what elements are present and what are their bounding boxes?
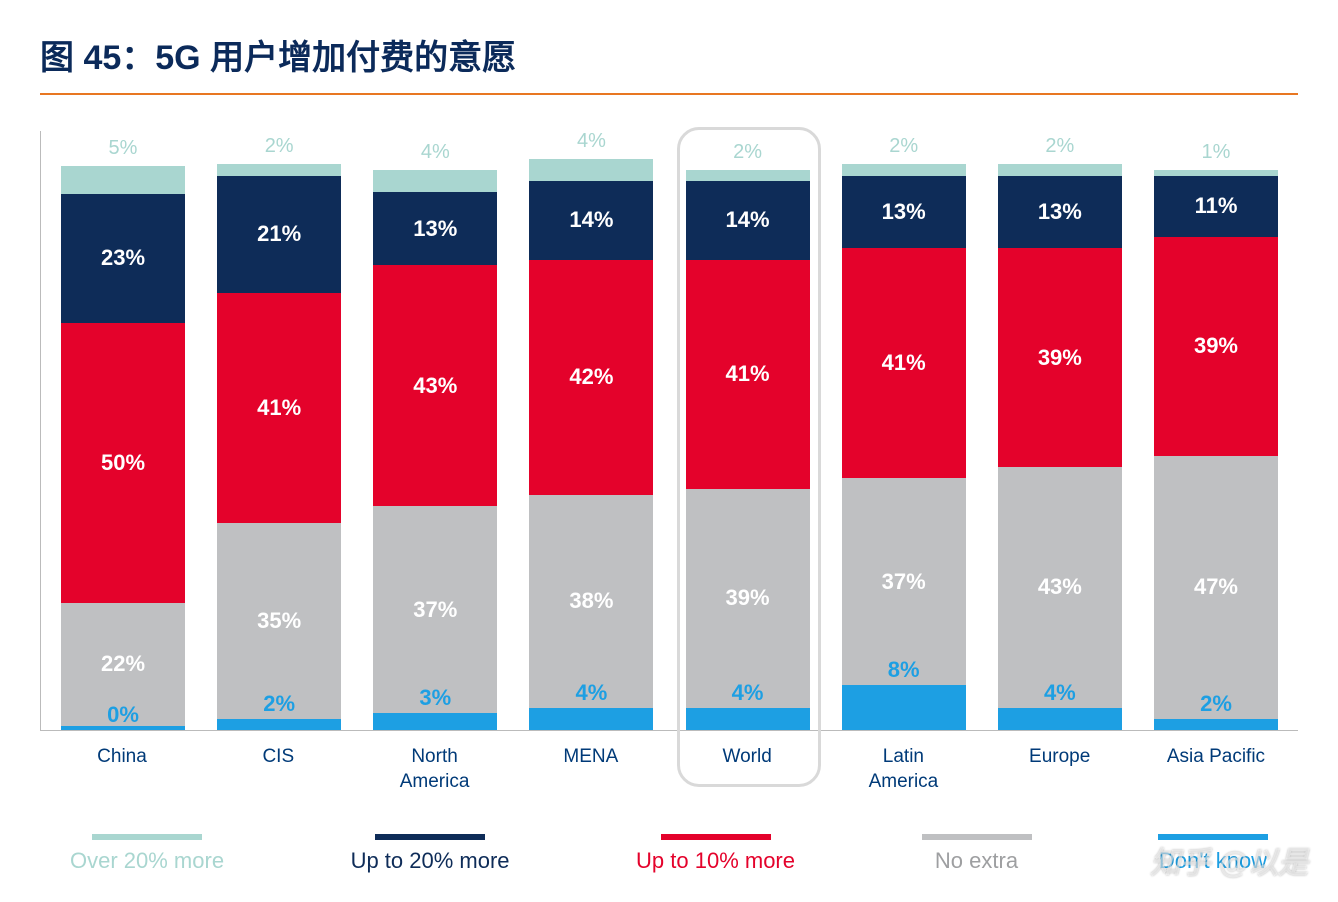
bar-segment-dontknow: 2% — [217, 719, 341, 730]
x-axis-label: World — [685, 745, 809, 794]
bar-segment-label: 3% — [373, 685, 497, 711]
bar-segment-upto20: 11% — [1154, 176, 1278, 238]
bar-column: 2% 13%39%43%4% — [998, 135, 1122, 730]
bar-column: 5% 23%50%22%0% — [61, 137, 185, 730]
bar-segment-over20 — [529, 159, 653, 181]
bar-segment-upto20: 13% — [842, 176, 966, 249]
title-rule — [40, 93, 1298, 95]
bar-segment-noextra: 47% — [1154, 456, 1278, 719]
legend-swatch — [375, 834, 485, 840]
bar-segment-over20 — [998, 164, 1122, 175]
legend-item-noextra: No extra — [922, 834, 1032, 874]
bar-segment-upto10: 39% — [998, 248, 1122, 466]
legend-label: Don't know — [1159, 848, 1267, 874]
bar-segment-label: 4% — [529, 680, 653, 706]
legend-label: Up to 10% more — [636, 848, 795, 874]
bar-segment-upto10: 39% — [1154, 237, 1278, 455]
bar-segment-noextra: 37% — [842, 478, 966, 685]
bar-column: 2% 14%41%39%4% — [686, 141, 810, 730]
bar-segment-label: 2% — [1154, 691, 1278, 717]
bar-segment-dontknow: 4% — [529, 708, 653, 730]
bar-stack: 21%41%35%2% — [217, 164, 341, 730]
bar-segment-over20 — [686, 170, 810, 181]
bar-stack: 11%39%47%2% — [1154, 170, 1278, 730]
legend-swatch — [661, 834, 771, 840]
legend-item-upto20: Up to 20% more — [351, 834, 510, 874]
x-axis-label: CIS — [216, 745, 340, 794]
bar-segment-noextra: 35% — [217, 523, 341, 719]
bar-stack: 13%41%37%8% — [842, 164, 966, 730]
bar-segment-noextra: 43% — [998, 467, 1122, 708]
bar-segment-upto10: 41% — [217, 293, 341, 523]
bar-segment-label: 4% — [686, 680, 810, 706]
bar-segment-label: 4% — [998, 680, 1122, 706]
legend-swatch — [922, 834, 1032, 840]
bar-stack: 14%41%39%4% — [686, 170, 810, 730]
legend-label: No extra — [935, 848, 1018, 874]
legend-swatch — [1158, 834, 1268, 840]
bar-top-label: 4% — [577, 130, 606, 153]
bar-top-label: 2% — [889, 135, 918, 158]
bar-top-label: 2% — [265, 135, 294, 158]
bar-column: 4% 13%43%37%3% — [373, 141, 497, 730]
legend-label: Up to 20% more — [351, 848, 510, 874]
x-axis-label: LatinAmerica — [841, 745, 965, 794]
stacked-bar-chart: 5%23%50%22%0%2%21%41%35%2%4%13%43%37%3%4… — [40, 131, 1298, 731]
x-axis-label: Asia Pacific — [1154, 745, 1278, 794]
bar-segment-upto10: 43% — [373, 265, 497, 506]
bar-segment-label: 8% — [842, 657, 966, 683]
bar-segment-over20 — [61, 166, 185, 194]
bar-segment-dontknow: 3% — [373, 713, 497, 730]
chart-title: 图 45：5G 用户增加付费的意愿 — [40, 30, 1298, 79]
bar-segment-noextra: 37% — [373, 506, 497, 713]
bar-segment-dontknow: 4% — [686, 708, 810, 730]
bar-segment-upto20: 23% — [61, 194, 185, 323]
bar-stack: 13%39%43%4% — [998, 164, 1122, 730]
bar-segment-upto20: 14% — [529, 181, 653, 259]
x-axis-label: NorthAmerica — [373, 745, 497, 794]
bar-column: 2%21%41%35%2% — [217, 135, 341, 730]
bar-segment-label: 0% — [61, 702, 185, 728]
bar-segment-dontknow: 4% — [998, 708, 1122, 730]
bar-segment-over20 — [842, 164, 966, 175]
bar-segment-noextra: 38% — [529, 495, 653, 708]
x-axis-label: Europe — [998, 745, 1122, 794]
bar-segment-upto10: 41% — [842, 248, 966, 478]
bar-column: 4%14%42%38%4% — [529, 130, 653, 730]
legend-swatch — [92, 834, 202, 840]
x-axis-labels: China CIS NorthAmerica MENA World LatinAmeric… — [40, 731, 1298, 794]
bar-top-label: 5% — [109, 137, 138, 160]
bar-segment-noextra: 39% — [686, 489, 810, 707]
bar-segment-upto20: 21% — [217, 176, 341, 294]
bar-segment-upto20: 14% — [686, 181, 810, 259]
bar-segment-upto20: 13% — [998, 176, 1122, 249]
bar-segment-upto10: 42% — [529, 260, 653, 495]
bar-stack: 14%42%38%4% — [529, 159, 653, 730]
legend-item-dontknow: Don't know — [1158, 834, 1268, 874]
bar-segment-over20 — [217, 164, 341, 175]
legend-item-over20: Over 20% more — [70, 834, 224, 874]
bar-segment-upto10: 50% — [61, 323, 185, 603]
bar-segment-dontknow: 8% — [842, 685, 966, 730]
bar-top-label: 1% — [1202, 141, 1231, 164]
bar-segment-dontknow: 2% — [1154, 719, 1278, 730]
bar-top-label: 2% — [1045, 135, 1074, 158]
bar-segment-over20 — [373, 170, 497, 192]
bar-stack: 13%43%37%3% — [373, 170, 497, 730]
bar-segment-label: 2% — [217, 691, 341, 717]
bar-stack: 23%50%22%0% — [61, 166, 185, 730]
bar-column: 2% 13%41%37%8% — [842, 135, 966, 730]
legend-item-upto10: Up to 10% more — [636, 834, 795, 874]
legend-label: Over 20% more — [70, 848, 224, 874]
bar-segment-dontknow: 0% — [61, 726, 185, 730]
bar-column: 1% 11%39%47%2% — [1154, 141, 1278, 730]
legend: Over 20% more Up to 20% more Up to 10% mor… — [40, 794, 1298, 874]
bar-segment-upto20: 13% — [373, 192, 497, 265]
bar-top-label: 4% — [421, 141, 450, 164]
x-axis-label: China — [60, 745, 184, 794]
bar-top-label: 2% — [733, 141, 762, 164]
x-axis-label: MENA — [529, 745, 653, 794]
bar-segment-upto10: 41% — [686, 260, 810, 490]
